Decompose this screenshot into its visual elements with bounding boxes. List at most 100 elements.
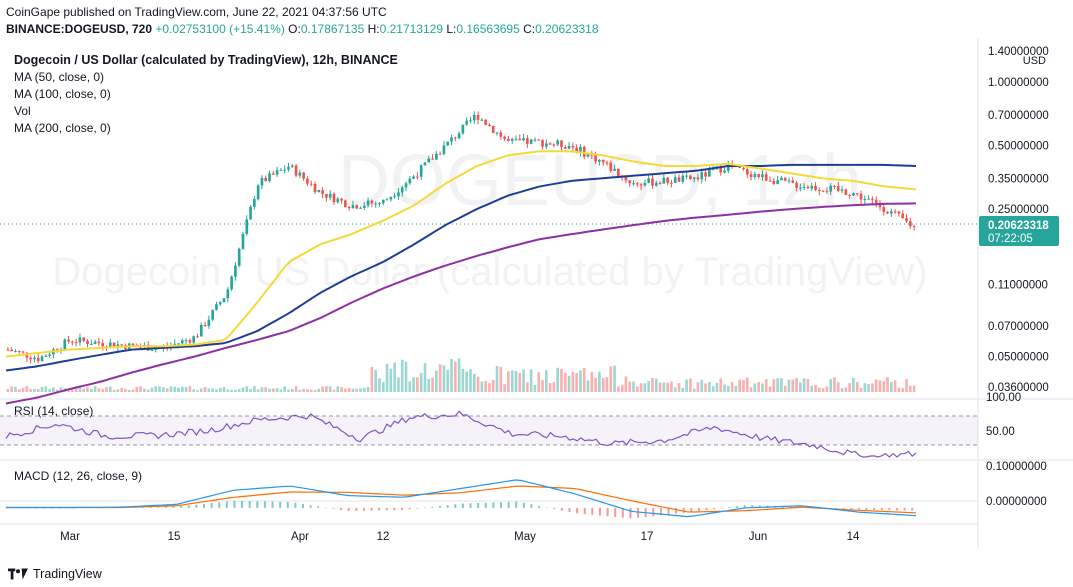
volume-bar bbox=[738, 379, 742, 392]
time-axis[interactable]: Mar 15 Apr 12 May 17 Jun 14 bbox=[60, 531, 860, 543]
candle-body bbox=[488, 124, 491, 127]
low-value: 0.16563695 bbox=[456, 22, 520, 36]
candle-body bbox=[29, 357, 32, 360]
macd-histogram-bar bbox=[667, 507, 670, 515]
candle-body bbox=[340, 198, 343, 201]
candle-body bbox=[893, 211, 897, 213]
legend-ma100[interactable]: MA (100, close, 0) bbox=[14, 87, 111, 101]
macd-histogram-bar bbox=[675, 507, 678, 514]
macd-histogram-bar bbox=[263, 501, 266, 508]
volume-bar bbox=[852, 377, 855, 392]
macd-histogram-bar bbox=[241, 500, 244, 508]
volume-bar bbox=[306, 389, 309, 392]
volume-bar bbox=[810, 385, 814, 392]
volume-bar bbox=[658, 382, 662, 392]
macd-histogram-bar bbox=[446, 505, 449, 508]
candle-body bbox=[416, 176, 419, 178]
candle-body bbox=[484, 119, 487, 125]
current-price-tag bbox=[979, 216, 1059, 246]
candle-body bbox=[817, 189, 821, 191]
volume-bar bbox=[211, 388, 214, 392]
volume-bar bbox=[901, 388, 905, 392]
candle-body bbox=[101, 343, 105, 347]
volume-bar bbox=[74, 386, 78, 392]
macd-legend[interactable]: MACD (12, 26, close, 9) bbox=[14, 469, 143, 483]
volume-bar bbox=[799, 382, 802, 392]
candle-body bbox=[177, 343, 180, 345]
candle-body bbox=[317, 190, 321, 193]
candle-body bbox=[120, 344, 123, 346]
candle-body bbox=[598, 159, 601, 162]
candle-body bbox=[499, 132, 503, 137]
macd-histogram-bar bbox=[720, 507, 723, 509]
volume-bar bbox=[146, 389, 150, 392]
macd-histogram-bar bbox=[225, 501, 228, 508]
macd-histogram-bar bbox=[477, 503, 480, 508]
volume-bar bbox=[44, 386, 48, 392]
volume-bar bbox=[662, 382, 666, 392]
macd-histogram-bar bbox=[553, 507, 556, 509]
volume-bar bbox=[105, 387, 108, 392]
tradingview-brand[interactable]: TradingView bbox=[8, 567, 102, 581]
macd-histogram-bar bbox=[195, 504, 198, 508]
macd-histogram-bar bbox=[873, 507, 876, 510]
legend-ma200[interactable]: MA (200, close, 0) bbox=[14, 121, 111, 135]
candle-body bbox=[188, 340, 192, 343]
candle-body bbox=[723, 170, 726, 173]
volume-bar bbox=[450, 358, 453, 392]
macd-histogram-bar bbox=[728, 507, 731, 508]
candle-body bbox=[859, 193, 863, 200]
macd-histogram-bar bbox=[758, 505, 761, 508]
price-tick: 0.07000000 bbox=[988, 321, 1049, 333]
macd-histogram-bar bbox=[43, 507, 46, 509]
high-value: 0.21713129 bbox=[379, 22, 443, 36]
macd-histogram-bar bbox=[431, 506, 434, 508]
macd-histogram-bar bbox=[621, 507, 624, 518]
candle-body bbox=[651, 178, 654, 186]
candle-body bbox=[776, 180, 779, 184]
candle-body bbox=[662, 177, 666, 184]
volume-bar bbox=[48, 389, 51, 392]
candle-body bbox=[196, 336, 199, 338]
volume-bar bbox=[302, 388, 305, 392]
volume-bar bbox=[442, 365, 446, 392]
volume-bar bbox=[230, 389, 233, 392]
volume-bar bbox=[400, 359, 404, 392]
candle-body bbox=[116, 344, 120, 348]
close-label: C: bbox=[523, 22, 536, 36]
candle-body bbox=[268, 173, 271, 182]
candle-body bbox=[6, 349, 10, 351]
candle-body bbox=[355, 205, 359, 209]
volume-bar bbox=[457, 358, 461, 392]
candle-body bbox=[696, 177, 700, 180]
candle-body bbox=[294, 165, 298, 176]
candle-body bbox=[821, 190, 825, 192]
macd-histogram-bar bbox=[652, 507, 655, 517]
macd-tick-zero: 0.00000000 bbox=[986, 496, 1047, 508]
volume-bar bbox=[408, 381, 412, 392]
candle-body bbox=[654, 182, 658, 186]
volume-bar bbox=[234, 389, 237, 392]
volume-bar bbox=[419, 372, 423, 392]
macd-histogram-bar bbox=[423, 507, 426, 509]
volume-bar bbox=[677, 383, 681, 392]
volume-bar bbox=[290, 389, 294, 392]
volume-bar bbox=[719, 378, 723, 392]
volume-bar bbox=[582, 368, 586, 392]
price-axis[interactable]: 1.40000000 1.00000000 0.70000000 0.50000000… bbox=[988, 46, 1049, 394]
candle-body bbox=[719, 166, 723, 173]
rsi-tick-50: 50.00 bbox=[986, 426, 1015, 438]
legend-ma50[interactable]: MA (50, close, 0) bbox=[14, 70, 105, 84]
macd-histogram-bar bbox=[149, 506, 152, 508]
volume-bar bbox=[579, 370, 582, 392]
macd-histogram-bar bbox=[294, 502, 297, 508]
legend-vol[interactable]: Vol bbox=[14, 104, 31, 118]
volume-bar bbox=[336, 386, 340, 392]
volume-bar bbox=[723, 384, 726, 392]
rsi-legend[interactable]: RSI (14, close) bbox=[14, 404, 94, 418]
candle-body bbox=[74, 342, 78, 344]
candle-body bbox=[613, 168, 616, 171]
volume-bar bbox=[867, 384, 870, 392]
volume-bar bbox=[184, 387, 188, 392]
